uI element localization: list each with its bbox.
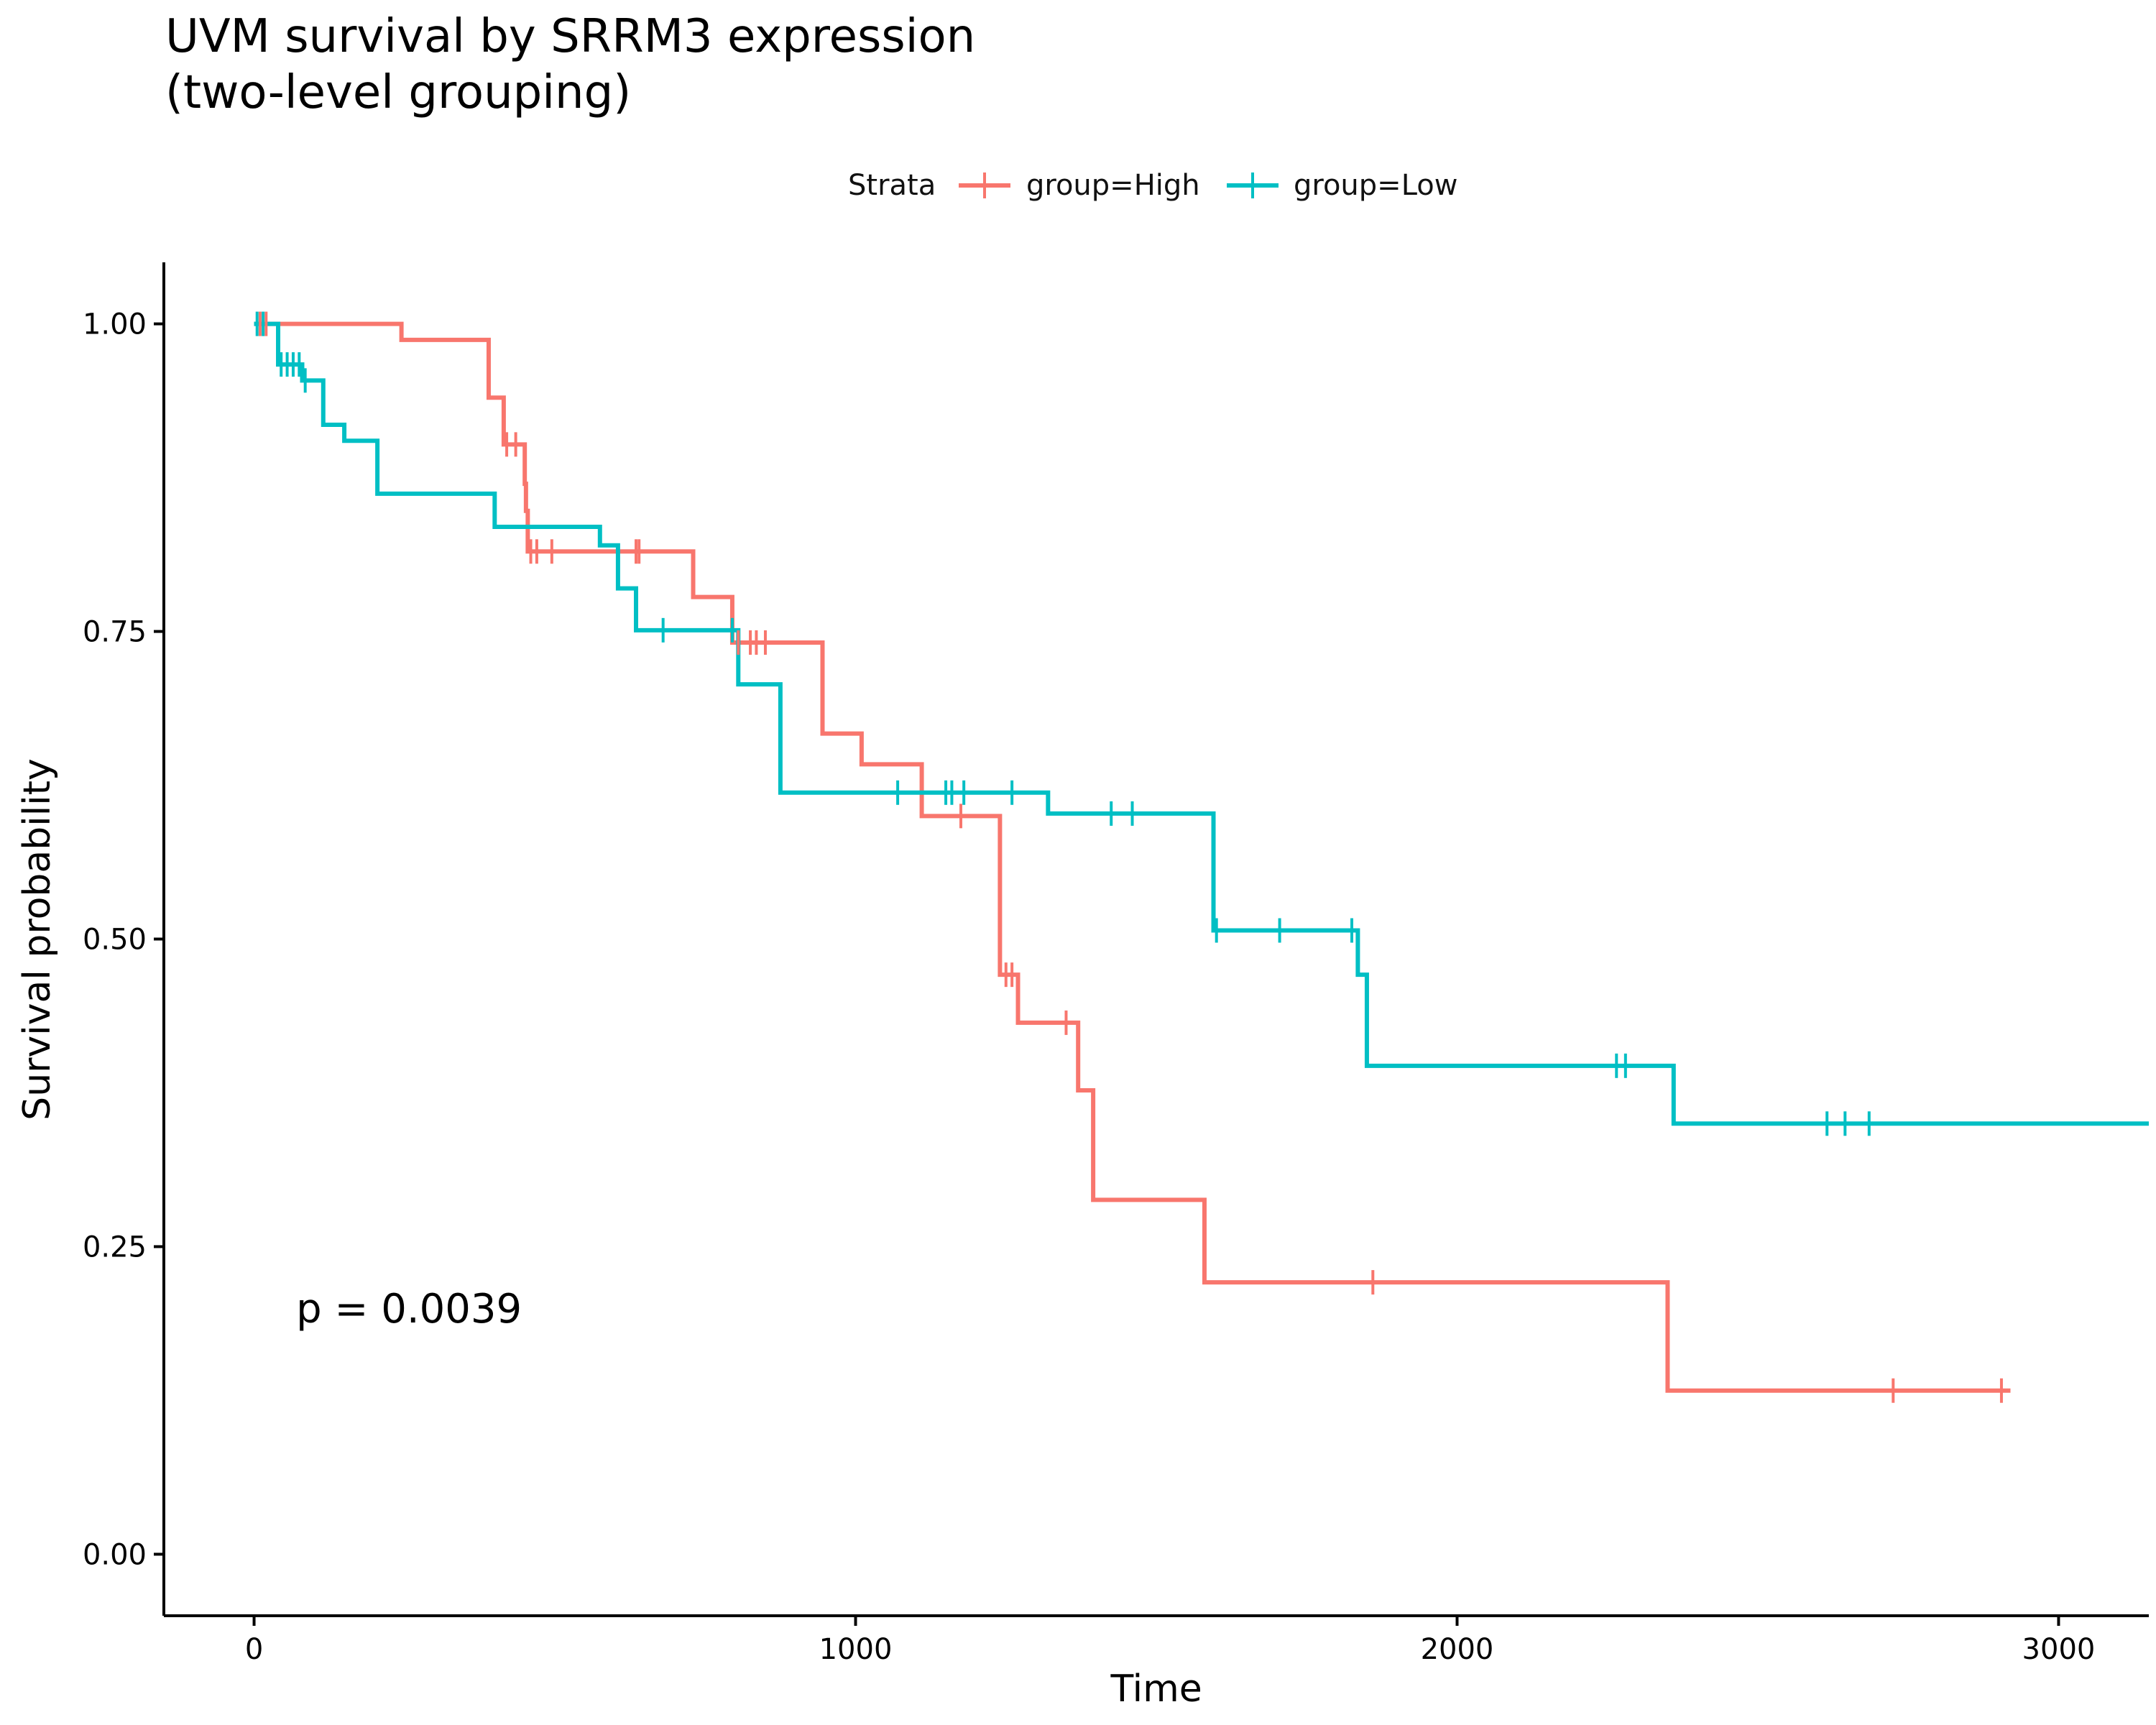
legend-title: Strata bbox=[848, 169, 936, 202]
legend-label-low: group=Low bbox=[1294, 169, 1458, 202]
y-tick-label: 0.25 bbox=[83, 1230, 147, 1264]
y-tick-label: 0.75 bbox=[83, 616, 147, 649]
chart-title-line-2: (two-level grouping) bbox=[165, 66, 632, 120]
y-tick-label: 1.00 bbox=[83, 308, 147, 341]
survival-curve-high bbox=[254, 321, 2011, 1393]
y-axis-label: Survival probability bbox=[15, 758, 59, 1121]
chart-title: UVM survival by SRRM3 expression (two-le… bbox=[165, 9, 975, 121]
y-tick-label: 0.50 bbox=[83, 924, 147, 957]
x-tick-label: 0 bbox=[245, 1633, 263, 1666]
censor-marks bbox=[255, 311, 2003, 1403]
survival-curve-low bbox=[254, 321, 2149, 1126]
legend-key-low bbox=[1227, 172, 1279, 198]
axes: 0.00 0.25 0.50 0.75 1.00 0 1000 2000 3000 bbox=[83, 262, 2149, 1666]
survival-curves bbox=[254, 321, 2149, 1393]
legend-label-high: group=High bbox=[1026, 169, 1200, 202]
x-axis-label: Time bbox=[1110, 1668, 1202, 1711]
x-tick-label: 1000 bbox=[819, 1633, 893, 1666]
chart-title-line-1: UVM survival by SRRM3 expression bbox=[165, 10, 976, 63]
y-tick-label: 0.00 bbox=[83, 1538, 147, 1571]
legend-key-high bbox=[959, 172, 1010, 198]
x-tick-label: 3000 bbox=[2022, 1633, 2096, 1666]
legend: Strata group=High group=Low bbox=[0, 164, 2156, 207]
x-tick-label: 2000 bbox=[1421, 1633, 1494, 1666]
p-value-annotation: p = 0.0039 bbox=[296, 1285, 522, 1333]
